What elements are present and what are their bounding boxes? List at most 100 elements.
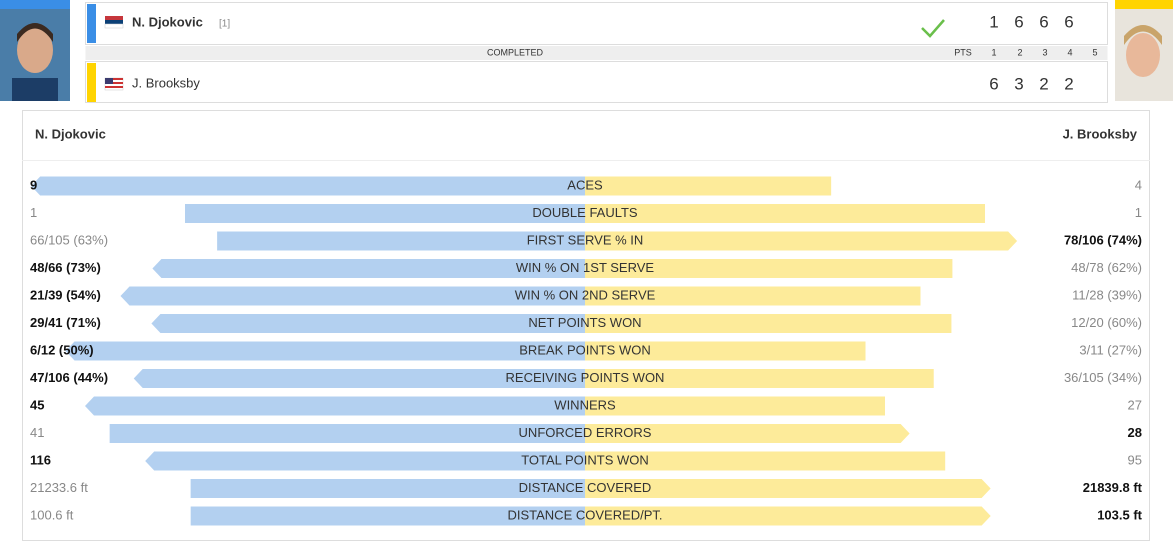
set-score: 6 xyxy=(1064,12,1073,31)
flag xyxy=(104,23,124,29)
flag xyxy=(105,86,123,88)
left-bar xyxy=(145,451,585,471)
right-bar xyxy=(585,369,934,388)
left-stat: 1 xyxy=(30,205,37,220)
status: COMPLETED xyxy=(487,47,544,57)
right-stat: 27 xyxy=(1128,397,1142,412)
seed: [1] xyxy=(219,19,230,30)
face xyxy=(17,27,53,73)
column-header: 1 xyxy=(991,47,996,57)
right-stat: 4 xyxy=(1135,177,1142,192)
stat-label: TOTAL POINTS WON xyxy=(521,452,649,467)
right-stat: 11/28 (39%) xyxy=(1072,287,1142,302)
score-row xyxy=(85,61,1108,103)
stat-label: FIRST SERVE % IN xyxy=(527,232,644,247)
hair xyxy=(17,23,53,42)
right-bar xyxy=(585,259,953,278)
left-stat: 66/105 (63%) xyxy=(30,232,108,247)
column-header: 4 xyxy=(1067,47,1072,57)
column-header: PTS xyxy=(954,47,972,57)
stat-label: DISTANCE COVERED xyxy=(519,480,652,495)
column-header: 3 xyxy=(1042,47,1047,57)
stat-rows: ACES 9 4 DOUBLE FAULTS 1 1 FIRST SERVE % IN 66/… xyxy=(30,176,1143,526)
left-stat: 41 xyxy=(30,425,44,440)
set-score: 6 xyxy=(989,74,998,93)
left-bar xyxy=(190,479,585,498)
left-bar xyxy=(152,259,585,278)
stat-label: DOUBLE FAULTS xyxy=(532,205,638,220)
right-bar xyxy=(585,204,985,223)
scores: PTS 1 2 3 4 51 6 6 66 3 2 2 xyxy=(954,12,1097,93)
player-color xyxy=(87,63,96,102)
left-stat: 6/12 (50%) xyxy=(30,342,94,357)
right-bar xyxy=(585,451,946,471)
left-stat: 47/106 (44%) xyxy=(30,370,108,385)
right-bar xyxy=(585,314,952,333)
right-stat: 12/20 (60%) xyxy=(1071,315,1142,330)
stat-label: WIN % ON 2ND SERVE xyxy=(515,287,656,302)
left-stat: 9 xyxy=(30,177,37,192)
stat-label: ACES xyxy=(567,177,603,192)
right-stat: 1 xyxy=(1135,205,1142,220)
set-score: 6 xyxy=(1014,12,1023,31)
player-name: J. Brooksby xyxy=(132,75,200,90)
stat-label: WIN % ON 1ST SERVE xyxy=(516,260,655,275)
right-bar xyxy=(585,286,921,306)
stat-label: WINNERS xyxy=(554,397,616,412)
flag xyxy=(105,78,113,84)
right-stat: 95 xyxy=(1128,452,1142,467)
left-bar xyxy=(31,176,585,196)
flag xyxy=(105,82,123,84)
flag xyxy=(105,78,123,80)
set-score: 2 xyxy=(1064,74,1073,93)
left-bar xyxy=(151,314,585,333)
winner-check xyxy=(921,19,945,38)
right-bar xyxy=(585,396,885,416)
left-stat: 100.6 ft xyxy=(30,507,74,522)
stats-header: J. Brooksby xyxy=(1063,126,1138,141)
left-stat: 21233.6 ft xyxy=(30,480,88,495)
stat-label: UNFORCED ERRORS xyxy=(519,425,652,440)
right-stat: 48/78 (62%) xyxy=(1071,260,1142,275)
left-stat: 45 xyxy=(30,397,44,412)
player-color xyxy=(1115,0,1173,9)
left-stat: 29/41 (71%) xyxy=(30,315,101,330)
column-header: 5 xyxy=(1092,47,1097,57)
left-stat: 48/66 (73%) xyxy=(30,260,101,275)
stat-label: NET POINTS WON xyxy=(528,315,641,330)
player-name: N. Djokovic xyxy=(132,14,203,29)
set-score: 6 xyxy=(1039,12,1048,31)
set-score: 1 xyxy=(989,12,998,31)
status-bar xyxy=(85,46,1108,60)
right-bar xyxy=(585,231,1018,251)
stats-header: N. Djokovic xyxy=(35,126,106,141)
set-score: 2 xyxy=(1039,74,1048,93)
right-stat: 21839.8 ft xyxy=(1083,480,1143,495)
right-bar xyxy=(585,176,832,196)
player-color xyxy=(0,0,70,9)
column-header: 2 xyxy=(1017,47,1022,57)
set-score: 3 xyxy=(1014,74,1023,93)
player-color xyxy=(87,4,96,43)
right-stat: 36/105 (34%) xyxy=(1064,370,1142,385)
left-bar xyxy=(65,341,586,361)
left-bar xyxy=(133,369,585,388)
flag xyxy=(105,20,123,24)
right-stat: 28 xyxy=(1128,425,1142,440)
face xyxy=(1126,33,1160,77)
hair xyxy=(1124,25,1162,45)
stat-label: BREAK POINTS WON xyxy=(519,342,650,357)
left-bar xyxy=(85,396,585,416)
left-bar xyxy=(190,506,586,526)
shirt xyxy=(12,78,58,101)
left-bar xyxy=(185,204,585,223)
right-stat: 103.5 ft xyxy=(1097,507,1142,522)
right-bar xyxy=(585,341,866,361)
right-stat: 78/106 (74%) xyxy=(1064,232,1142,247)
stat-label: RECEIVING POINTS WON xyxy=(506,370,665,385)
right-bar xyxy=(585,506,991,526)
left-stat: 116 xyxy=(30,452,51,467)
left-bar xyxy=(109,424,585,443)
score-row xyxy=(85,2,1108,45)
